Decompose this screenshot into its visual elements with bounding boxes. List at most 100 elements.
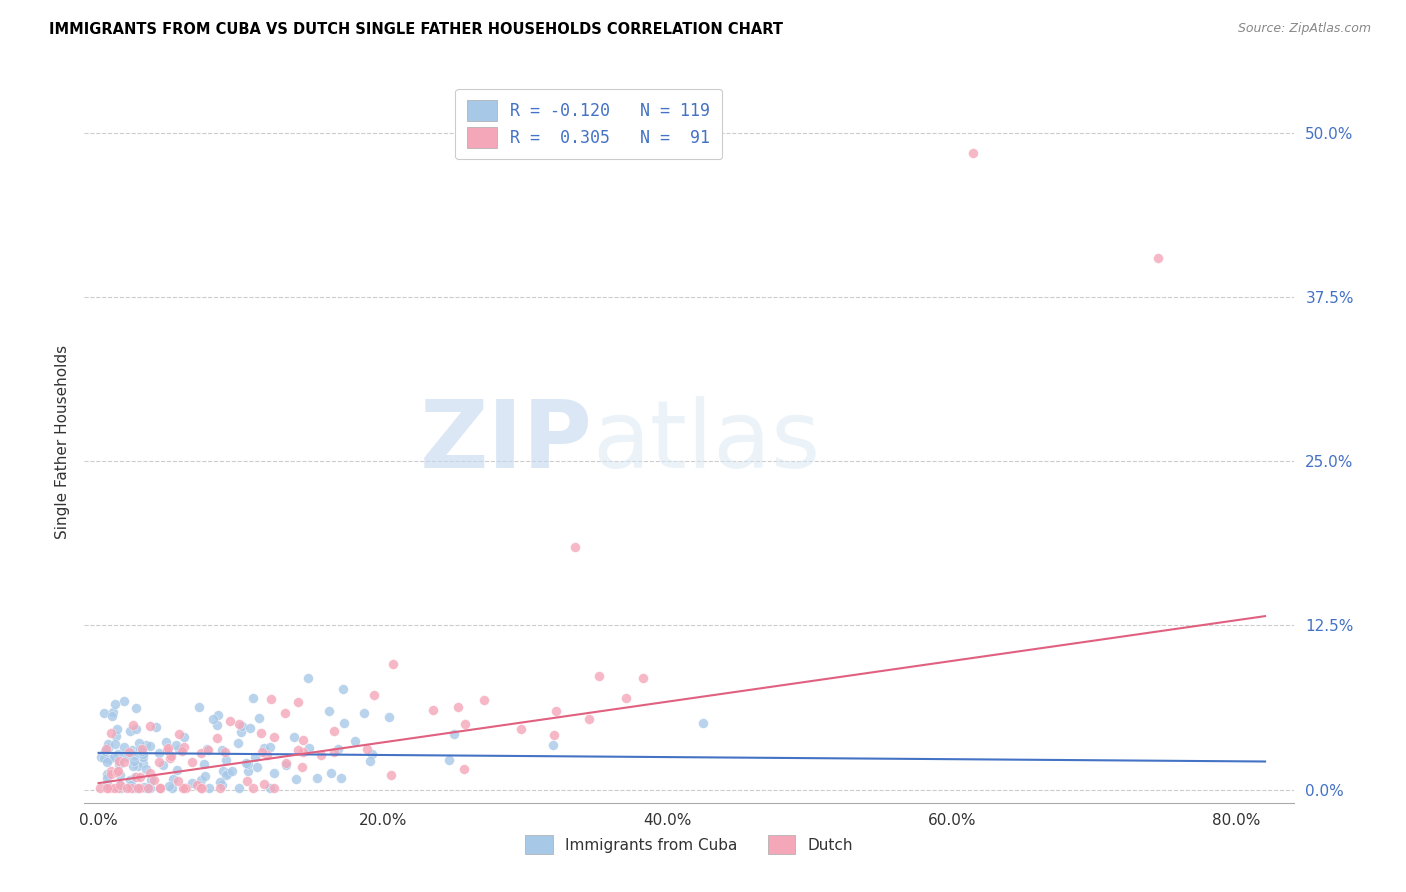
Point [309, 748, 332, 763]
Point [120, 772, 142, 787]
Point [208, 781, 231, 796]
Point [105, 764, 128, 779]
Point [454, 717, 477, 731]
Point [90, 750, 112, 764]
Point [274, 758, 297, 772]
Point [162, 772, 184, 787]
Point [193, 756, 215, 771]
Point [472, 692, 495, 706]
Point [202, 712, 225, 726]
Point [145, 720, 167, 734]
Point [166, 738, 188, 752]
Point [107, 722, 129, 736]
Point [135, 781, 157, 796]
Point [110, 780, 132, 795]
Point [197, 781, 219, 796]
Point [124, 781, 146, 796]
Point [96, 772, 118, 786]
Point [218, 714, 240, 729]
Point [209, 775, 232, 789]
Point [543, 728, 565, 742]
Point [321, 765, 343, 780]
Point [447, 700, 470, 714]
Point [214, 745, 236, 759]
Point [443, 726, 465, 740]
Point [263, 781, 285, 796]
Point [180, 755, 202, 769]
Point [259, 739, 281, 754]
Point [167, 726, 190, 740]
Point [211, 764, 233, 778]
Point [422, 702, 444, 716]
Point [115, 781, 138, 796]
Point [166, 763, 188, 777]
Point [190, 773, 212, 788]
Point [139, 739, 162, 754]
Point [588, 669, 610, 683]
Point [356, 742, 378, 756]
Point [96, 781, 118, 796]
Point [129, 770, 152, 784]
Point [284, 772, 307, 786]
Point [112, 693, 135, 707]
Point [89, 781, 111, 796]
Point [194, 769, 217, 783]
Point [236, 757, 259, 772]
Point [155, 735, 177, 749]
Point [110, 778, 132, 792]
Point [96, 755, 118, 769]
Point [143, 773, 166, 788]
Point [108, 756, 131, 771]
Point [103, 697, 125, 711]
Point [614, 690, 637, 705]
Point [173, 739, 195, 754]
Point [564, 540, 586, 554]
Point [120, 781, 142, 796]
Text: IMMIGRANTS FROM CUBA VS DUTCH SINGLE FATHER HOUSEHOLDS CORRELATION CHART: IMMIGRANTS FROM CUBA VS DUTCH SINGLE FAT… [49, 22, 783, 37]
Point [121, 718, 143, 732]
Point [439, 752, 461, 766]
Point [235, 756, 257, 770]
Point [127, 781, 149, 796]
Point [298, 741, 321, 756]
Point [94, 743, 117, 757]
Point [274, 756, 297, 770]
Point [174, 781, 197, 796]
Point [211, 778, 233, 792]
Point [246, 760, 269, 774]
Point [125, 770, 148, 784]
Point [190, 747, 212, 761]
Point [187, 700, 209, 714]
Point [544, 704, 567, 718]
Point [215, 768, 238, 782]
Point [124, 747, 146, 762]
Point [136, 781, 159, 796]
Point [207, 717, 229, 731]
Point [191, 781, 214, 796]
Point [139, 766, 162, 780]
Point [152, 758, 174, 772]
Point [149, 781, 172, 796]
Point [148, 756, 170, 770]
Point [97, 741, 120, 756]
Point [139, 719, 162, 733]
Point [135, 738, 157, 752]
Point [291, 733, 314, 747]
Point [128, 741, 150, 756]
Point [112, 756, 135, 770]
Point [132, 780, 155, 794]
Point [98, 752, 121, 766]
Point [135, 762, 157, 776]
Point [97, 737, 120, 751]
Point [228, 717, 250, 731]
Point [181, 775, 204, 789]
Point [197, 743, 219, 757]
Point [287, 743, 309, 757]
Point [96, 777, 118, 791]
Point [231, 719, 253, 733]
Legend: Immigrants from Cuba, Dutch: Immigrants from Cuba, Dutch [519, 830, 859, 860]
Point [332, 681, 354, 696]
Point [101, 709, 124, 723]
Point [229, 725, 252, 739]
Point [166, 773, 188, 788]
